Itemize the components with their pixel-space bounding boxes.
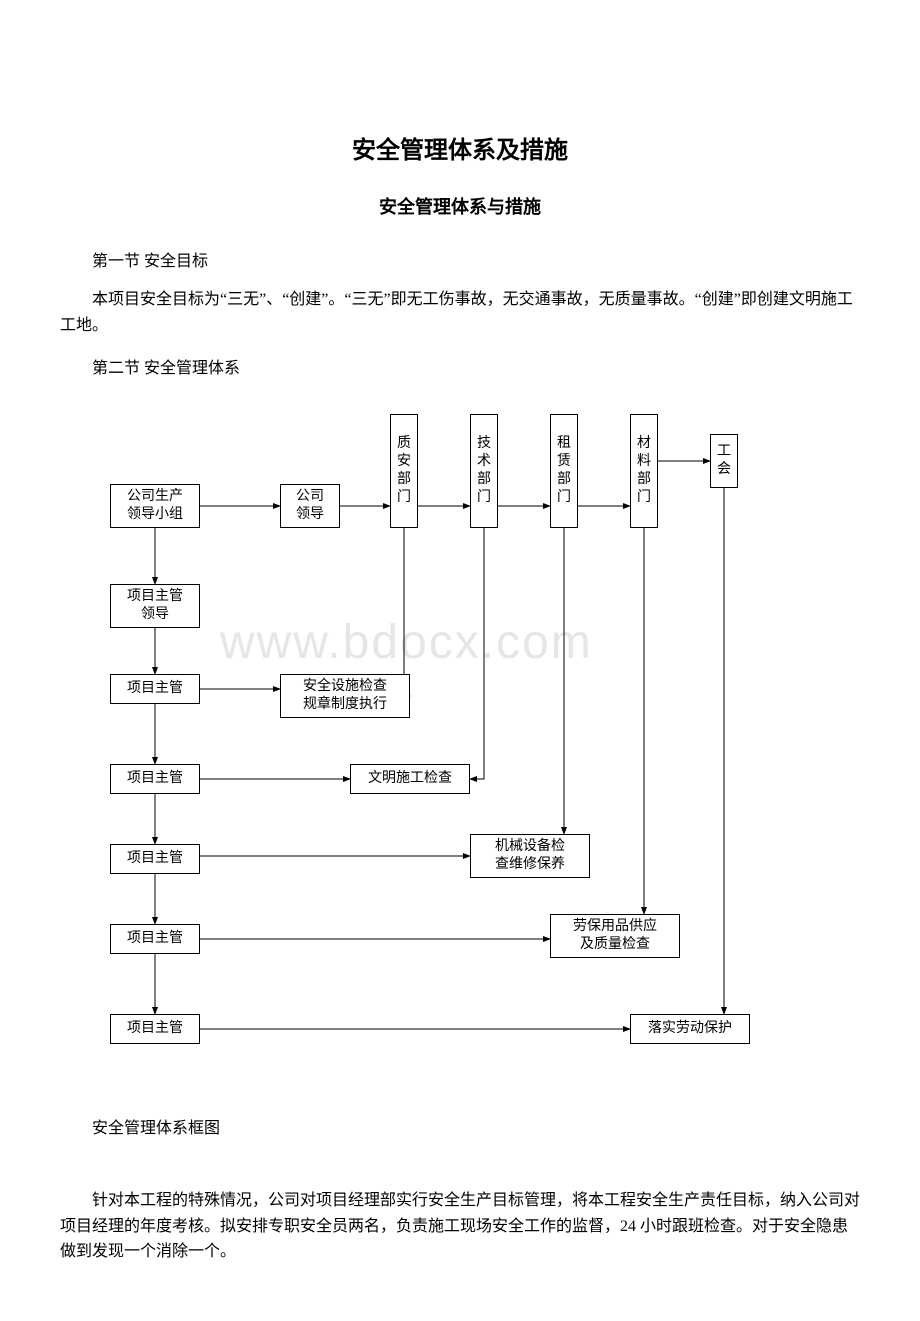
section1-paragraph: 本项目安全目标为“三无”、“创建”。“三无”即无工伤事故，无交通事故，无质量事故…	[60, 287, 860, 338]
flowchart-node-material-dept: 材 料 部 门	[630, 414, 658, 528]
flowchart-node-tech-dept: 技 术 部 门	[470, 414, 498, 528]
flowchart-node-civ-check: 文明施工检查	[350, 764, 470, 794]
flowchart-edge	[404, 528, 410, 696]
diagram-caption: 安全管理体系框图	[60, 1114, 860, 1138]
flowchart-node-qa-dept: 质 安 部 门	[390, 414, 418, 528]
section2-heading: 第二节 安全管理体系	[60, 354, 860, 378]
closing-paragraph: 针对本工程的特殊情况，公司对项目经理部实行安全生产目标管理，将本工程安全生产责任…	[60, 1188, 860, 1265]
flowchart-node-company-lead: 公司 领导	[280, 484, 340, 528]
flowchart-node-labor-supply: 劳保用品供应 及质量检查	[550, 914, 680, 958]
flowchart-node-pm3: 项目主管	[110, 844, 200, 874]
flowchart-node-pm4: 项目主管	[110, 924, 200, 954]
flowchart-node-safety-check: 安全设施检查 规章制度执行	[280, 674, 410, 718]
flowchart-arrows	[90, 394, 830, 1094]
flowchart-node-mech-check: 机械设备检 查维修保养	[470, 834, 590, 878]
flowchart-node-proj-lead: 项目主管 领导	[110, 584, 200, 628]
flowchart-node-labor-protect: 落实劳动保护	[630, 1014, 750, 1044]
flowchart-node-pm5: 项目主管	[110, 1014, 200, 1044]
org-flowchart: 公司生产 领导小组 公司 领导 质 安 部 门 技 术 部 门 租 赁 部 门 材 料 部…	[90, 394, 830, 1094]
page-title: 安全管理体系及措施	[60, 130, 860, 165]
flowchart-node-pm1: 项目主管	[110, 674, 200, 704]
flowchart-node-lease-dept: 租 赁 部 门	[550, 414, 578, 528]
page-subtitle: 安全管理体系与措施	[60, 193, 860, 219]
flowchart-edge	[470, 528, 484, 779]
flowchart-node-company-group: 公司生产 领导小组	[110, 484, 200, 528]
flowchart-node-union: 工 会	[710, 434, 738, 488]
flowchart-node-pm2: 项目主管	[110, 764, 200, 794]
section1-heading: 第一节 安全目标	[60, 247, 860, 271]
